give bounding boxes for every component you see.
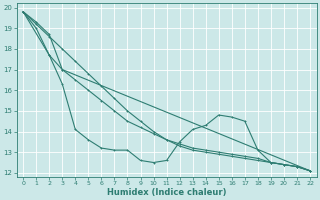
X-axis label: Humidex (Indice chaleur): Humidex (Indice chaleur) [107,188,226,197]
